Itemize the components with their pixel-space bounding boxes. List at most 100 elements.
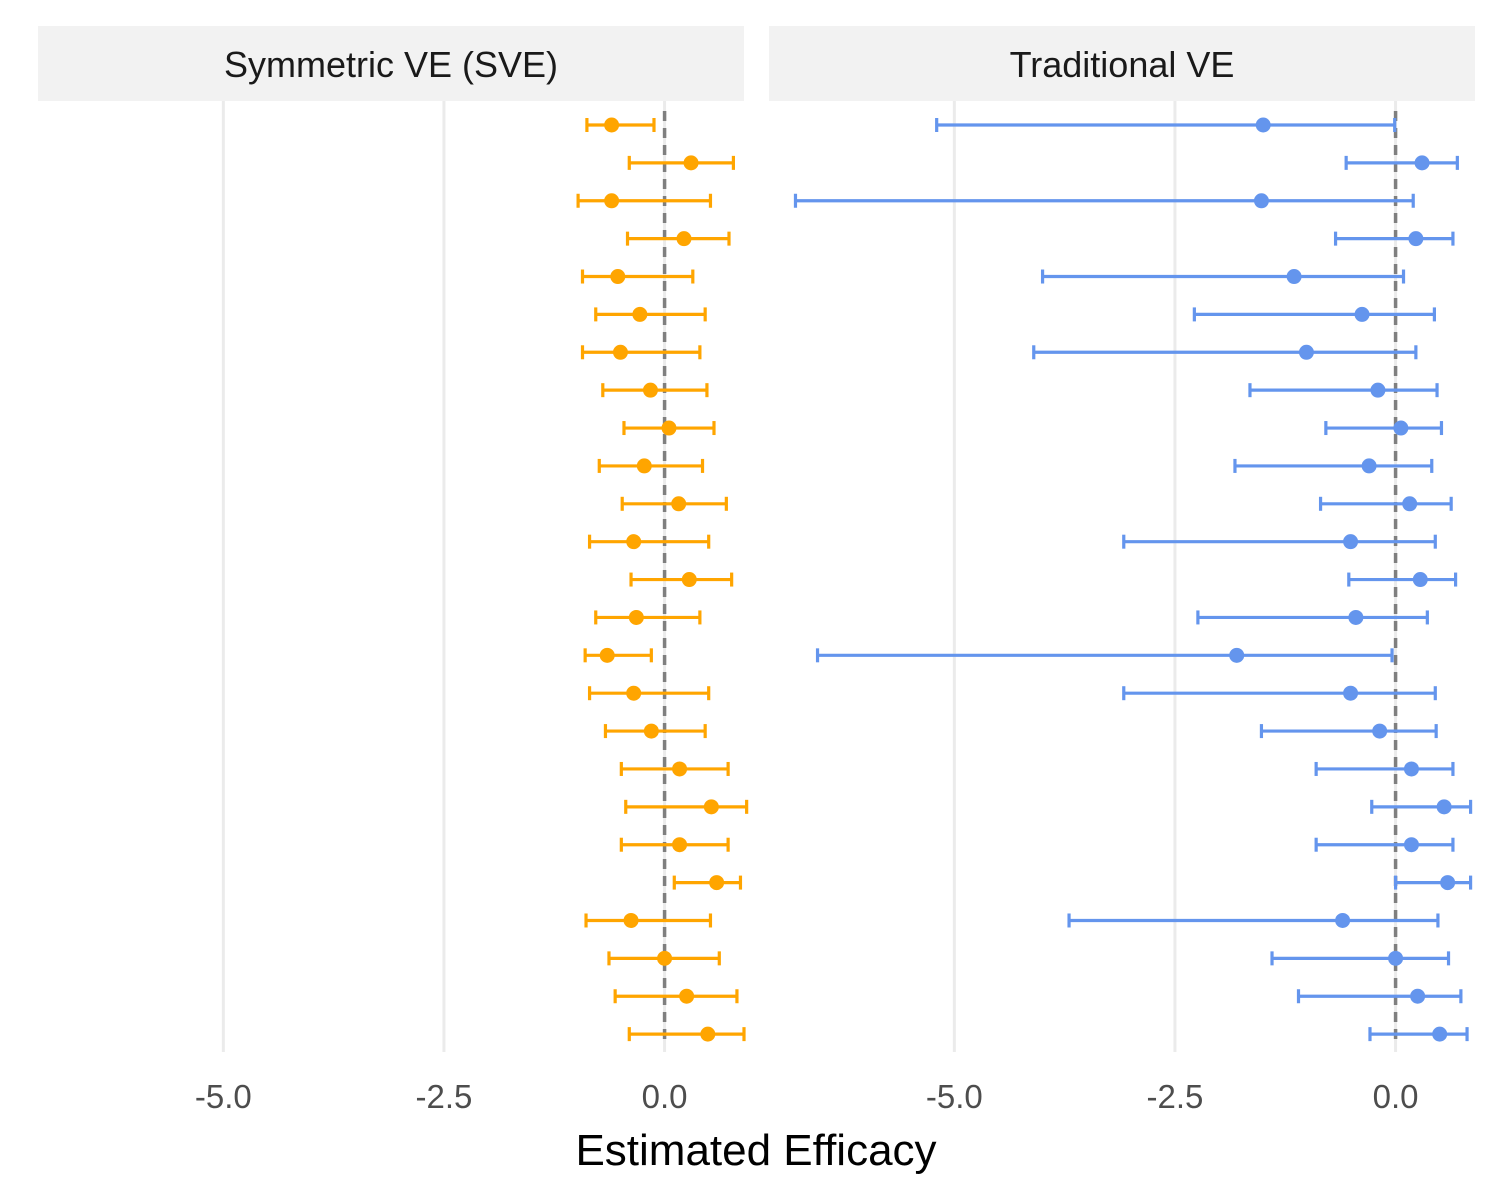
estimate-row <box>1393 875 1473 891</box>
point-estimate <box>642 382 658 398</box>
estimate-row <box>624 799 749 815</box>
point-estimate <box>1402 496 1418 512</box>
point-estimate <box>1253 193 1269 209</box>
point-estimate <box>703 799 719 815</box>
point-estimate <box>1372 723 1388 739</box>
estimate-row <box>627 155 736 171</box>
point-estimate <box>657 950 673 966</box>
point-estimate <box>1229 647 1245 663</box>
estimate-row <box>587 534 711 550</box>
point-estimate <box>1408 231 1424 247</box>
point-estimate <box>1343 685 1359 701</box>
point-estimate <box>1414 155 1430 171</box>
estimate-row <box>619 761 730 777</box>
estimate-row <box>622 420 716 436</box>
panel-strip <box>769 26 1475 101</box>
point-estimate <box>1440 875 1456 891</box>
estimate-row <box>619 837 730 853</box>
panel-strip <box>38 26 744 101</box>
point-estimate <box>628 609 644 625</box>
estimate-row <box>607 950 721 966</box>
point-estimate <box>672 837 688 853</box>
estimate-row <box>594 306 707 322</box>
estimate-row <box>1368 1026 1469 1042</box>
point-estimate <box>632 306 648 322</box>
point-estimate <box>1393 420 1409 436</box>
estimate-row <box>613 988 739 1004</box>
point-estimate <box>1388 950 1404 966</box>
estimate-row <box>1314 761 1455 777</box>
estimate-row <box>1318 496 1453 512</box>
estimate-row <box>584 912 713 928</box>
point-estimate <box>1403 837 1419 853</box>
point-estimate <box>599 647 615 663</box>
point-estimate <box>681 572 697 588</box>
point-estimate <box>1410 988 1426 1004</box>
point-estimate <box>1335 912 1351 928</box>
point-estimate <box>1412 572 1428 588</box>
point-estimate <box>679 988 695 1004</box>
point-estimate <box>1361 458 1377 474</box>
point-estimate <box>671 496 687 512</box>
estimate-row <box>594 609 702 625</box>
estimate-row <box>672 875 743 891</box>
panel-2: Traditional VE -5.0 -2.5 0.0 <box>769 26 1475 1115</box>
point-estimate <box>623 912 639 928</box>
estimate-row <box>601 382 709 398</box>
point-estimate <box>1348 609 1364 625</box>
estimate-row <box>1370 799 1473 815</box>
point-estimate <box>612 344 628 360</box>
point-estimate <box>709 875 725 891</box>
estimate-row <box>1067 912 1440 928</box>
panel-title: Traditional VE <box>1010 44 1235 85</box>
estimate-row <box>1270 950 1451 966</box>
estimate-row <box>1032 344 1418 360</box>
estimate-row <box>583 647 653 663</box>
estimate-row <box>580 269 695 285</box>
estimate-row <box>1347 572 1458 588</box>
point-estimate <box>683 155 699 171</box>
point-estimate <box>700 1026 716 1042</box>
point-estimate <box>1298 344 1314 360</box>
estimate-row <box>620 496 728 512</box>
estimate-row <box>580 344 702 360</box>
estimate-row <box>1248 382 1439 398</box>
estimate-row <box>1192 306 1437 322</box>
x-tick-label: 0.0 <box>642 1078 688 1115</box>
estimate-row <box>1314 837 1455 853</box>
estimate-row <box>1344 155 1459 171</box>
estimate-row <box>815 647 1394 663</box>
estimate-row <box>627 1026 746 1042</box>
point-estimate <box>1370 382 1386 398</box>
point-estimate <box>626 534 642 550</box>
estimate-row <box>1333 231 1455 247</box>
panel-1: Symmetric VE (SVE) -5.0 -2.5 0.0 <box>38 26 749 1115</box>
estimate-row <box>1259 723 1438 739</box>
estimate-row <box>1324 420 1444 436</box>
x-tick-label: 0.0 <box>1373 1078 1419 1115</box>
x-tick-label: -5.0 <box>926 1078 983 1115</box>
estimate-row <box>1122 685 1437 701</box>
point-estimate <box>604 117 620 133</box>
point-estimate <box>626 685 642 701</box>
panel-title: Symmetric VE (SVE) <box>224 44 558 85</box>
estimate-row <box>625 231 731 247</box>
estimate-row <box>793 193 1415 209</box>
estimate-row <box>585 117 656 133</box>
point-estimate <box>604 193 620 209</box>
point-estimate <box>643 723 659 739</box>
point-estimate <box>1354 306 1370 322</box>
estimate-row <box>1122 534 1437 550</box>
point-estimate <box>1286 269 1302 285</box>
point-estimate <box>1432 1026 1448 1042</box>
point-estimate <box>610 269 626 285</box>
estimate-row <box>1040 269 1406 285</box>
estimate-row <box>1196 609 1429 625</box>
estimate-row <box>597 458 705 474</box>
point-estimate <box>1255 117 1271 133</box>
estimate-row <box>576 193 713 209</box>
estimate-row <box>1233 458 1434 474</box>
estimate-row <box>587 685 711 701</box>
